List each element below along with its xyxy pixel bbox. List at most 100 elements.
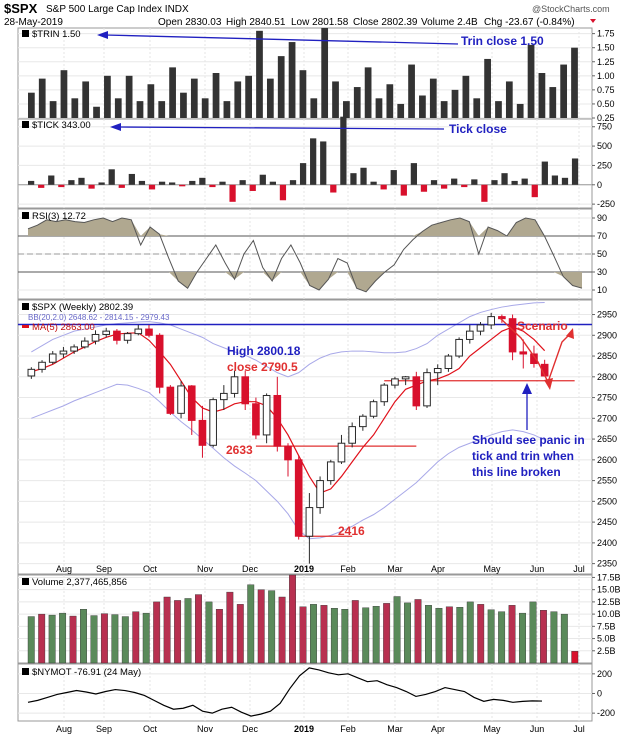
trin-bar xyxy=(201,98,209,118)
svg-text:$TICK 343.00: $TICK 343.00 xyxy=(32,120,91,131)
rsi-layer xyxy=(18,217,592,293)
trin-bar xyxy=(484,58,491,118)
price-panel-label: $SPX (Weekly) 2802.39 xyxy=(22,302,133,313)
volume-panel-label: Volume 2,377,465,856 xyxy=(22,577,127,588)
panel-frame xyxy=(17,299,593,575)
tick-bar xyxy=(108,169,115,185)
tick-bar xyxy=(158,181,166,185)
y-tick-label: 5.0B xyxy=(597,634,616,644)
candle-body xyxy=(508,318,517,353)
volume-bar xyxy=(425,605,432,664)
tick-bar xyxy=(38,184,45,188)
candle-body xyxy=(198,419,207,446)
trin-bar xyxy=(125,75,133,118)
volume-bar xyxy=(205,601,213,664)
candle-body xyxy=(305,507,314,537)
trin-bar xyxy=(571,47,578,118)
candle-body xyxy=(220,392,228,401)
candle-body xyxy=(123,333,132,341)
candle-body xyxy=(519,351,528,355)
volume-bar xyxy=(215,609,223,664)
y-tick-labels: 1.751.501.251.000.750.500.257505002500-2… xyxy=(592,29,621,718)
tick-bar xyxy=(420,184,428,192)
volume-bar xyxy=(550,611,558,664)
trin-bar xyxy=(114,98,122,118)
candle-body xyxy=(498,316,506,320)
svg-text:$SPX (Weekly) 2802.39: $SPX (Weekly) 2802.39 xyxy=(32,302,133,313)
annotation-scenario: Scenario xyxy=(517,319,568,333)
volume-bar xyxy=(351,600,359,664)
volume-bar xyxy=(132,611,140,664)
nymot-panel-label: $NYMOT -76.91 (24 May) xyxy=(22,667,141,678)
volume-bar xyxy=(278,596,286,664)
volume-bar xyxy=(90,615,98,664)
volume-bar xyxy=(414,599,422,664)
volume-bar xyxy=(404,602,411,664)
trin-arrow-head-icon xyxy=(97,31,108,39)
y-tick-label: 2800 xyxy=(597,372,617,382)
tick-bar xyxy=(461,184,468,188)
trin-bar xyxy=(560,64,568,118)
tick-arrow-line xyxy=(117,126,445,130)
tick-bar xyxy=(551,175,559,185)
tick-bar xyxy=(350,173,357,185)
tick-bar xyxy=(219,181,226,185)
tick-bar xyxy=(400,184,407,196)
y-tick-label: 0 xyxy=(597,688,602,698)
candle-body xyxy=(412,376,421,407)
volume-bar xyxy=(195,594,202,664)
x-tick-label: Oct xyxy=(143,724,158,734)
trin-bar xyxy=(353,87,361,118)
volume-bar xyxy=(48,614,56,664)
header-date: 28-May-2019 xyxy=(4,17,63,28)
candle-body xyxy=(359,415,367,428)
trin-bar xyxy=(223,101,231,118)
tick-bar xyxy=(128,173,135,185)
trin-bars xyxy=(28,28,578,118)
volume-bar xyxy=(498,611,506,664)
volume-bar xyxy=(560,613,568,664)
trin-bar xyxy=(277,56,285,118)
candle-body xyxy=(380,384,389,403)
volume-bar xyxy=(111,614,119,664)
tick-bar xyxy=(571,158,579,185)
trin-bar xyxy=(71,98,79,118)
tick-panel-label: $TICK 343.00 xyxy=(22,120,91,131)
candle-body xyxy=(209,399,217,446)
change-down-icon xyxy=(590,19,596,23)
trin-bar xyxy=(104,75,111,118)
candle-body xyxy=(284,445,292,461)
y-tick-label: 2850 xyxy=(597,351,617,361)
x-tick-label: Sep xyxy=(96,564,112,574)
tick-bar xyxy=(501,173,508,185)
y-tick-label: 500 xyxy=(597,141,612,151)
annotation-panic-line1: Should see panic in xyxy=(472,433,585,447)
y-tick-label: 750 xyxy=(597,122,612,132)
x-tick-label: Apr xyxy=(431,564,445,574)
volume-bar xyxy=(330,608,338,664)
candle-body xyxy=(433,368,442,374)
tick-bar xyxy=(98,182,105,185)
tick-bar xyxy=(471,179,478,185)
x-tick-label: Aug xyxy=(56,724,72,734)
y-tick-label: 2450 xyxy=(597,517,617,527)
volume-bar xyxy=(100,613,108,664)
trin-bar xyxy=(147,84,155,118)
y-tick-label: 2550 xyxy=(597,476,617,486)
tick-bars xyxy=(28,116,579,202)
candle-body xyxy=(262,394,271,436)
tick-bar xyxy=(390,170,397,185)
header-brand: @StockCharts.com xyxy=(532,4,610,14)
volume-bar xyxy=(153,601,161,664)
trin-bar xyxy=(451,89,459,118)
volume-bar xyxy=(487,609,495,664)
trin-bar xyxy=(169,67,176,118)
tick-bar xyxy=(58,184,65,188)
volume-bar xyxy=(310,604,317,664)
x-tick-label: Oct xyxy=(143,564,158,574)
header-name: S&P 500 Large Cap Index INDX xyxy=(46,4,189,15)
tick-bar xyxy=(561,177,569,185)
annotation-trin-close: Trin close 1.50 xyxy=(461,34,544,48)
volume-bar xyxy=(466,601,474,664)
trin-bar xyxy=(38,78,46,118)
